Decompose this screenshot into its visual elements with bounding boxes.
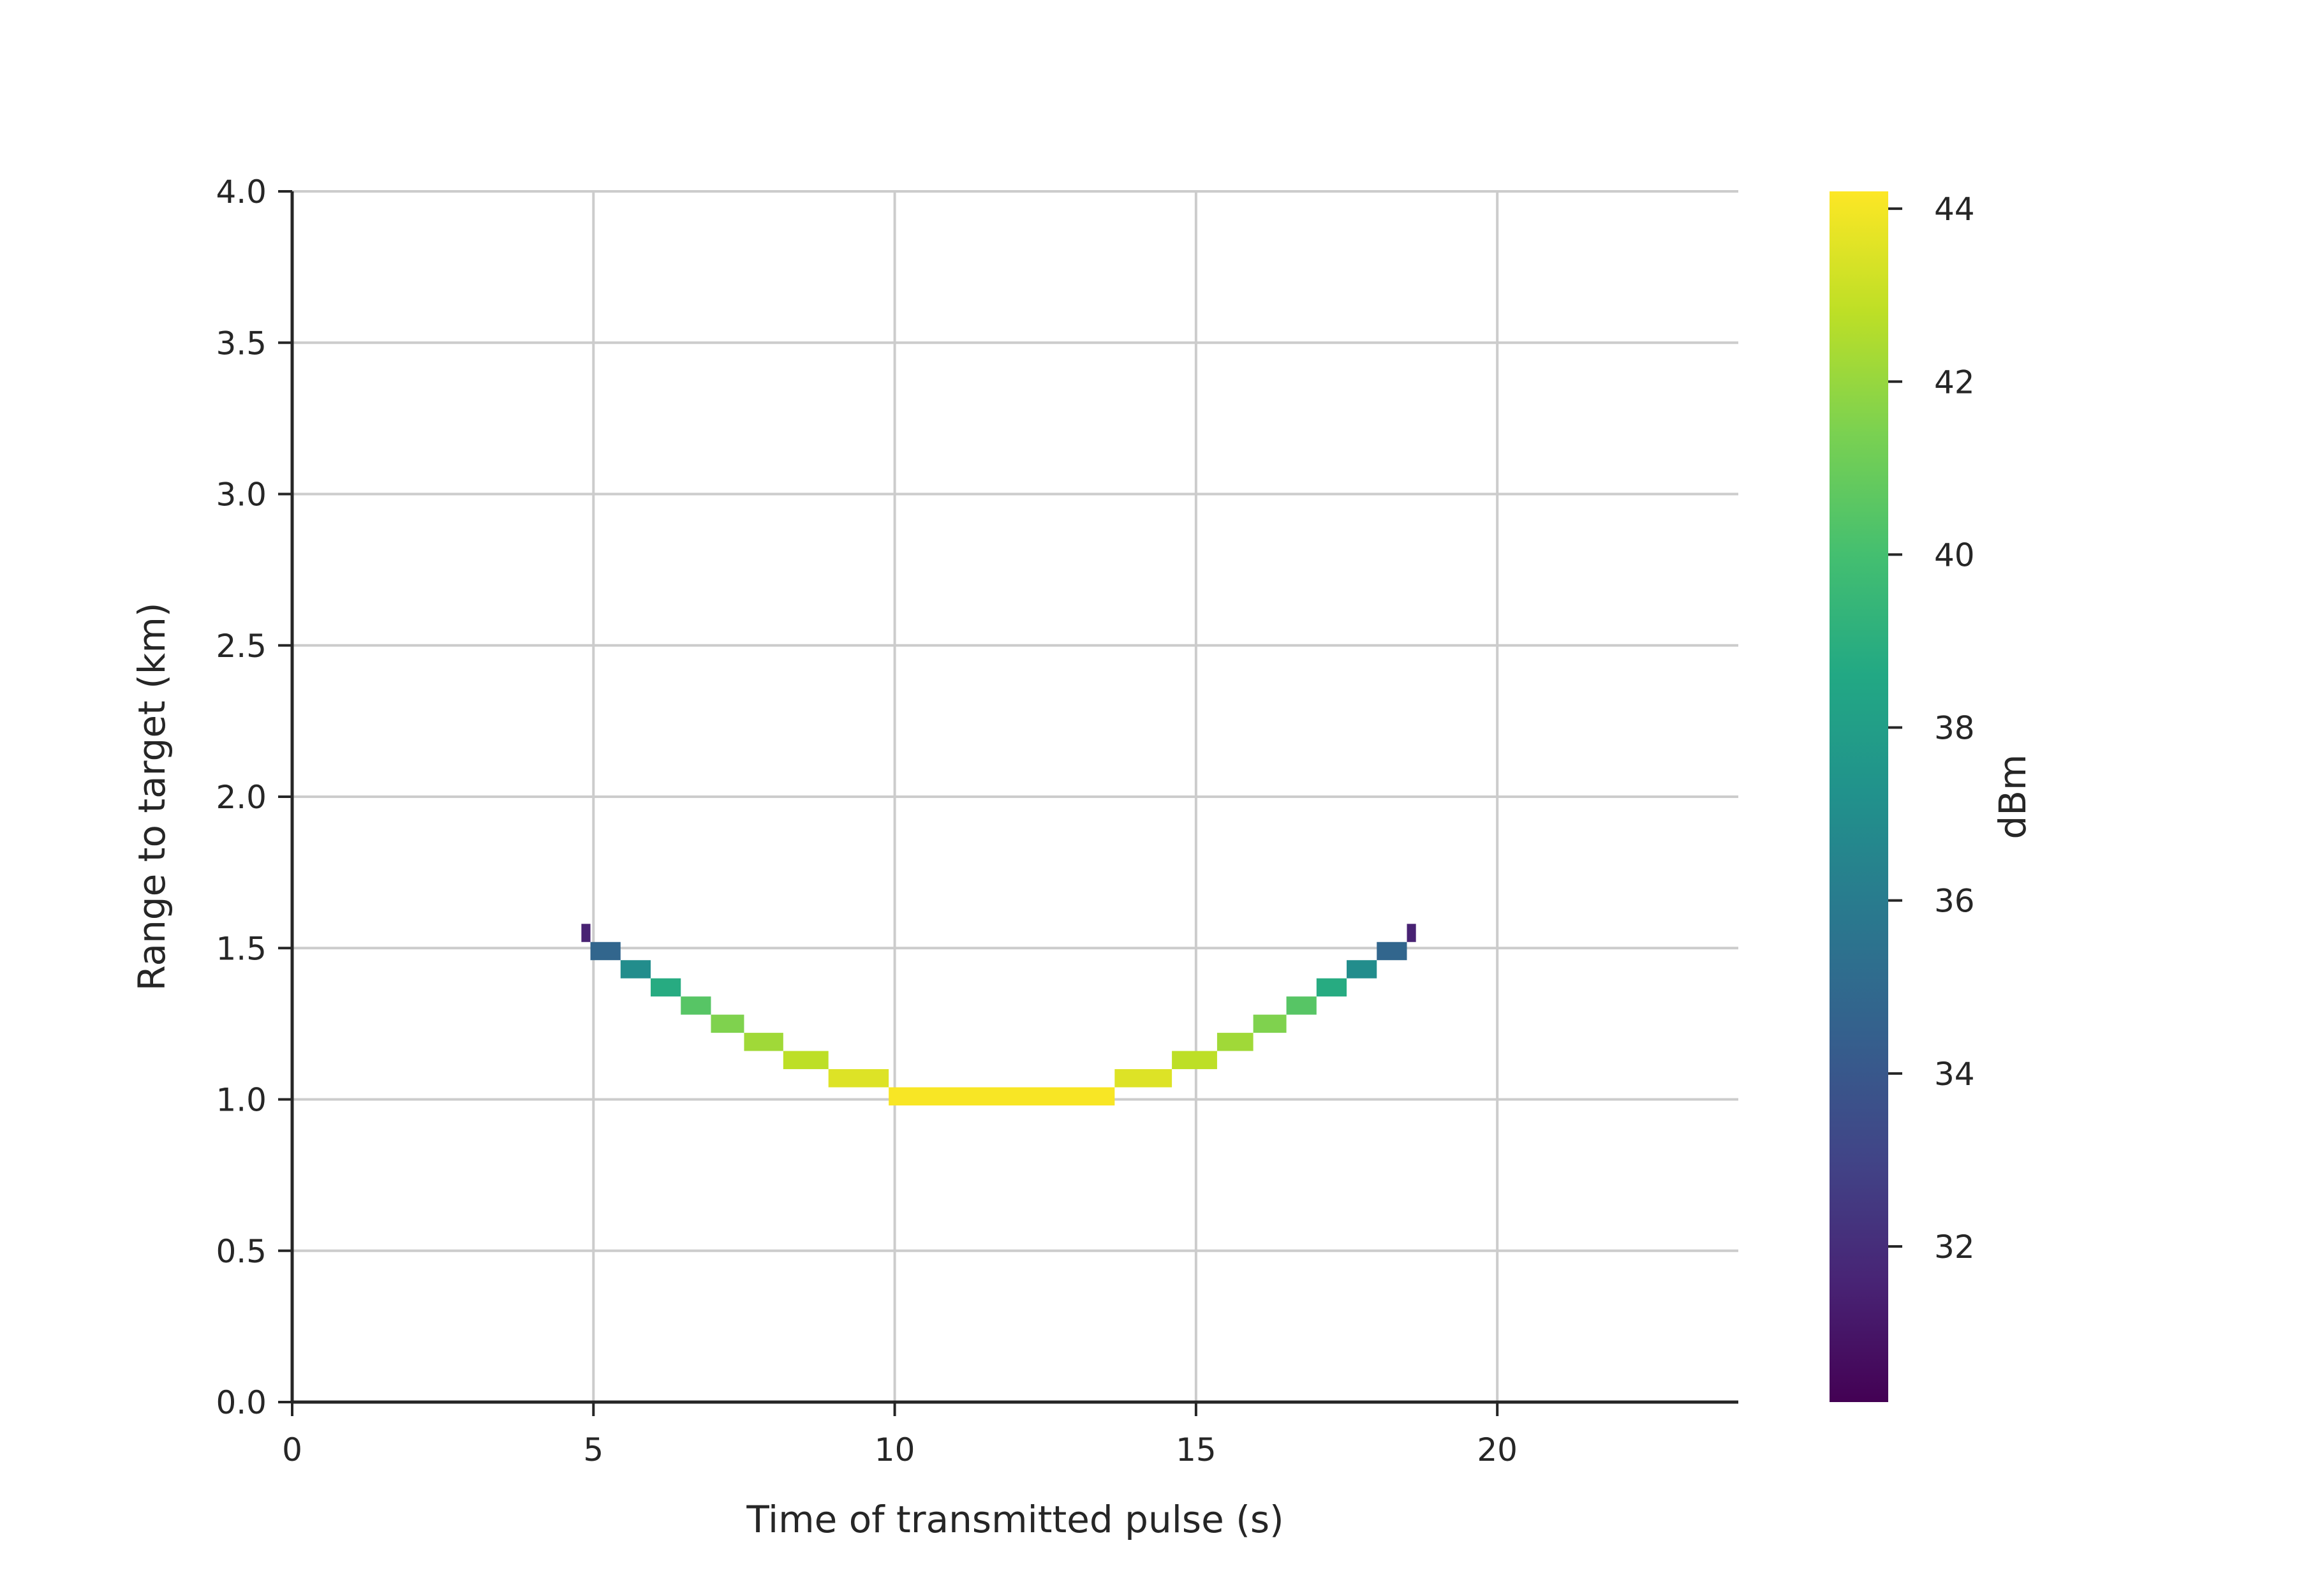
colorbar-tick-label-5: 42 bbox=[1934, 364, 1975, 401]
heatmap-cell-15 bbox=[1316, 978, 1347, 997]
y-tick-label-5: 2.5 bbox=[216, 628, 267, 665]
y-tick-label-1: 0.5 bbox=[216, 1233, 267, 1270]
x-axis-ticks: 0 5 10 15 20 bbox=[282, 1402, 1518, 1468]
colorbar-tick-label-6: 44 bbox=[1934, 191, 1975, 228]
colorbar: 32 34 36 38 40 42 44 dBm bbox=[1830, 191, 2034, 1402]
x-tick-label-3: 15 bbox=[1176, 1431, 1216, 1468]
colorbar-ticks: 32 34 36 38 40 42 44 bbox=[1888, 191, 1975, 1266]
x-tick-label-0: 0 bbox=[282, 1431, 302, 1468]
x-tick-label-4: 20 bbox=[1477, 1431, 1518, 1468]
heatmap-cell-7 bbox=[783, 1051, 829, 1070]
heatmap-cell-13 bbox=[1253, 1014, 1287, 1033]
colorbar-tick-label-3: 38 bbox=[1934, 710, 1975, 747]
y-tick-label-0: 0.0 bbox=[216, 1384, 267, 1421]
x-tick-label-1: 5 bbox=[583, 1431, 603, 1468]
colorbar-tick-label-4: 40 bbox=[1934, 536, 1975, 573]
heatmap-cell-11 bbox=[1172, 1051, 1217, 1070]
y-axis-label: Range to target (km) bbox=[130, 602, 174, 991]
y-tick-label-4: 2.0 bbox=[216, 779, 267, 816]
heatmap-cell-18 bbox=[1407, 924, 1416, 942]
heatmap-cell-5 bbox=[711, 1014, 744, 1033]
heatmap-cells bbox=[581, 924, 1416, 1105]
x-tick-label-2: 10 bbox=[875, 1431, 915, 1468]
heatmap-cell-14 bbox=[1286, 996, 1317, 1015]
grid-lines bbox=[291, 190, 1738, 1403]
heatmap-cell-4 bbox=[681, 996, 711, 1015]
heatmap-cell-8 bbox=[828, 1069, 889, 1088]
y-axis-ticks: 0.0 0.5 1.0 1.5 2.0 2.5 3.0 3.5 4.0 bbox=[216, 174, 292, 1421]
heatmap-cell-17 bbox=[1377, 942, 1407, 961]
heatmap-cell-10 bbox=[1114, 1069, 1172, 1088]
y-tick-label-8: 4.0 bbox=[216, 174, 267, 211]
colorbar-tick-label-0: 32 bbox=[1934, 1229, 1975, 1266]
heatmap-cell-0 bbox=[581, 924, 591, 942]
x-axis-label: Time of transmitted pulse (s) bbox=[746, 1498, 1283, 1541]
heatmap-cell-3 bbox=[651, 978, 681, 997]
y-tick-label-2: 1.0 bbox=[216, 1082, 267, 1119]
heatmap-cell-16 bbox=[1347, 960, 1377, 979]
heatmap-cell-12 bbox=[1216, 1033, 1253, 1051]
y-tick-label-7: 3.5 bbox=[216, 325, 267, 362]
heatmap-cell-2 bbox=[620, 960, 651, 979]
heatmap-cell-9 bbox=[889, 1087, 1115, 1105]
colorbar-tick-label-2: 36 bbox=[1934, 883, 1975, 920]
colorbar-label: dBm bbox=[1991, 754, 2034, 839]
heatmap-cell-1 bbox=[590, 942, 621, 961]
y-tick-label-6: 3.0 bbox=[216, 477, 267, 514]
colorbar-gradient bbox=[1830, 191, 1888, 1402]
colorbar-tick-label-1: 34 bbox=[1934, 1056, 1975, 1093]
heatmap-cell-6 bbox=[744, 1033, 783, 1051]
y-tick-label-3: 1.5 bbox=[216, 930, 267, 967]
